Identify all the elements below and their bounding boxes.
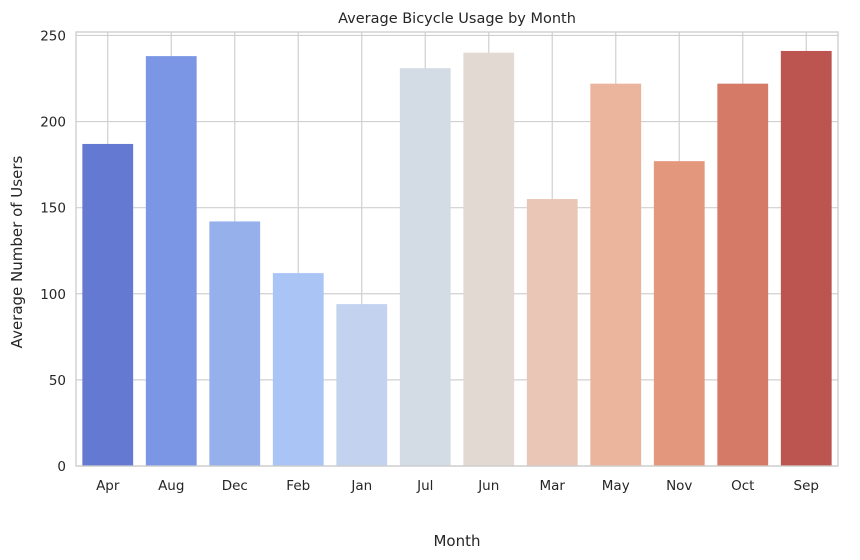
bar-jan (336, 304, 388, 466)
x-tick-label: Oct (731, 478, 754, 494)
x-tick-label: Apr (96, 478, 120, 494)
x-tick-label: Feb (286, 478, 310, 494)
bar-nov (653, 161, 705, 466)
x-tick-label: Jan (350, 478, 372, 494)
x-tick-label: May (602, 478, 630, 494)
x-tick-label: Dec (222, 478, 248, 494)
plot-frame (75, 31, 839, 467)
x-axis-label: Month (433, 532, 480, 550)
bar-apr (82, 143, 134, 466)
bar-mar (526, 199, 578, 467)
y-tick-label: 0 (57, 459, 66, 475)
y-tick-label: 100 (40, 287, 66, 303)
x-tick-label: Mar (540, 478, 566, 494)
bar-aug (145, 56, 197, 466)
bars-layer (82, 50, 832, 467)
plot-border (75, 31, 839, 467)
y-tick-label: 200 (40, 115, 66, 131)
x-tick-label: Nov (666, 478, 692, 494)
bar-jul (399, 68, 451, 467)
y-axis-label: Average Number of Users (8, 156, 26, 349)
x-tick-label: Sep (794, 478, 819, 494)
y-tick-label: 50 (49, 373, 66, 389)
bar-oct (717, 83, 769, 467)
x-tick-label: Jul (416, 478, 433, 494)
bar-dec (209, 221, 261, 466)
bar-jun (463, 52, 515, 467)
y-tick-label: 150 (40, 201, 66, 217)
y-tick-label: 250 (40, 28, 66, 44)
tick-labels: 0 50 100 150 200 250 Apr Aug Dec Feb Jan Jul Jun Mar M… (40, 28, 819, 494)
bar-may (590, 83, 642, 467)
bar-sep (780, 50, 832, 466)
x-tick-label: Jun (477, 478, 499, 494)
bar-feb (272, 273, 324, 466)
x-tick-label: Aug (158, 478, 184, 494)
chart-title: Average Bicycle Usage by Month (338, 11, 576, 27)
